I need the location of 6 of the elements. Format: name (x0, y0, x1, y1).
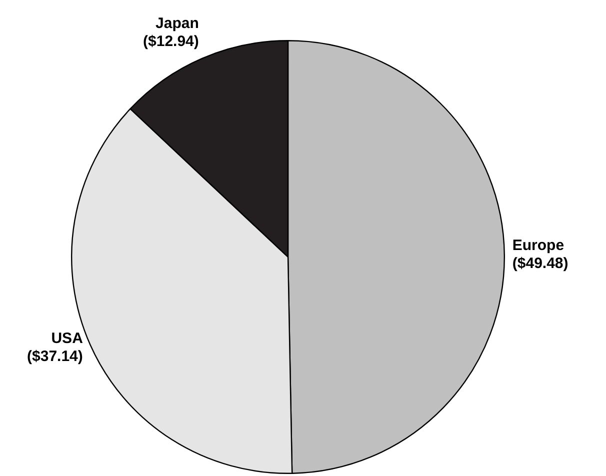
slice-label: USA (51, 330, 84, 348)
slice-label: Japan (156, 15, 199, 32)
slice-label: Europe (512, 237, 564, 254)
data-label: ($49.48) (512, 255, 568, 272)
data-label: ($12.94) (143, 33, 199, 50)
data-label: ($37.14) (27, 348, 83, 366)
